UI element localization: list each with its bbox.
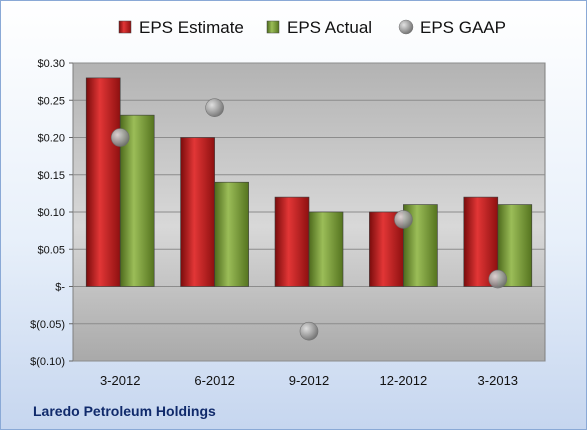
marker-eps-gaap bbox=[394, 210, 413, 229]
y-tick-label: $0.30 bbox=[37, 58, 65, 70]
bar-eps-estimate bbox=[180, 137, 215, 287]
x-tick-label: 9-2012 bbox=[289, 373, 329, 388]
bar-eps-estimate bbox=[274, 196, 310, 287]
y-tick-label: $- bbox=[55, 282, 65, 294]
marker-eps-gaap bbox=[205, 98, 224, 117]
y-tick-label: $(0.05) bbox=[30, 319, 65, 331]
x-axis: 3-2012 6-2012 9-2012 12-2012 3-2013 bbox=[100, 373, 518, 388]
y-tick-label: $(0.10) bbox=[30, 356, 65, 368]
legend-swatch-eps-actual bbox=[266, 20, 280, 34]
bar-eps-actual bbox=[308, 211, 344, 287]
legend-label: EPS Actual bbox=[287, 18, 372, 37]
marker-eps-gaap bbox=[110, 128, 130, 147]
x-tick-label: 3-2012 bbox=[100, 373, 140, 388]
y-tick-label: $0.05 bbox=[37, 244, 65, 256]
y-tick-label: $0.15 bbox=[37, 170, 65, 182]
x-tick-label: 3-2013 bbox=[478, 373, 518, 388]
y-tick-label: $0.20 bbox=[37, 133, 65, 145]
x-tick-label: 6-2012 bbox=[194, 373, 234, 388]
legend: EPS Estimate EPS Actual EPS GAAP bbox=[118, 18, 506, 37]
x-tick-label: 12-2012 bbox=[380, 373, 428, 388]
y-axis: $0.30 $0.25 $0.20 $0.15 $0.10 $0.05 $- $(0.05) $… bbox=[30, 58, 73, 368]
company-caption: Laredo Petroleum Holdings bbox=[33, 403, 216, 419]
legend-swatch-eps-estimate bbox=[118, 20, 132, 34]
legend-swatch-eps-gaap bbox=[398, 19, 414, 35]
y-tick-label: $0.10 bbox=[37, 207, 65, 219]
legend-label: EPS Estimate bbox=[139, 18, 244, 37]
marker-eps-gaap bbox=[299, 321, 319, 341]
bar-eps-actual bbox=[214, 181, 249, 287]
y-tick-label: $0.25 bbox=[37, 95, 65, 107]
bar-eps-estimate bbox=[463, 196, 499, 287]
legend-label: EPS GAAP bbox=[420, 18, 506, 37]
bar-eps-estimate bbox=[85, 77, 121, 287]
marker-eps-gaap bbox=[488, 269, 508, 289]
gaap-markers bbox=[110, 98, 508, 341]
